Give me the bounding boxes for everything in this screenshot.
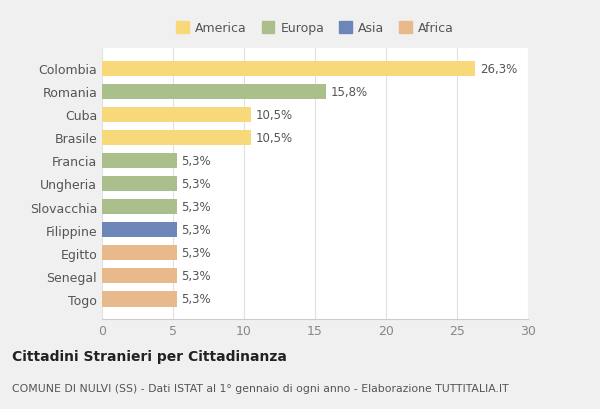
- Bar: [102, 199, 177, 215]
- Bar: [102, 84, 326, 100]
- Bar: [102, 222, 177, 238]
- Text: 5,3%: 5,3%: [182, 247, 211, 259]
- Text: 5,3%: 5,3%: [182, 155, 211, 168]
- Text: 5,3%: 5,3%: [182, 292, 211, 306]
- Bar: [102, 176, 177, 192]
- Bar: [102, 153, 177, 169]
- Text: 5,3%: 5,3%: [182, 178, 211, 191]
- Text: 26,3%: 26,3%: [480, 63, 517, 76]
- Bar: [102, 268, 177, 284]
- Bar: [102, 61, 475, 77]
- Text: 10,5%: 10,5%: [256, 109, 292, 121]
- Text: 10,5%: 10,5%: [256, 132, 292, 144]
- Bar: [102, 130, 251, 146]
- Text: Cittadini Stranieri per Cittadinanza: Cittadini Stranieri per Cittadinanza: [12, 349, 287, 363]
- Bar: [102, 291, 177, 307]
- Text: COMUNE DI NULVI (SS) - Dati ISTAT al 1° gennaio di ogni anno - Elaborazione TUTT: COMUNE DI NULVI (SS) - Dati ISTAT al 1° …: [12, 382, 509, 393]
- Bar: [102, 245, 177, 261]
- Text: 15,8%: 15,8%: [331, 85, 368, 99]
- Text: 5,3%: 5,3%: [182, 200, 211, 213]
- Text: 5,3%: 5,3%: [182, 270, 211, 283]
- Legend: America, Europa, Asia, Africa: America, Europa, Asia, Africa: [171, 17, 459, 40]
- Text: 5,3%: 5,3%: [182, 224, 211, 236]
- Bar: [102, 107, 251, 123]
